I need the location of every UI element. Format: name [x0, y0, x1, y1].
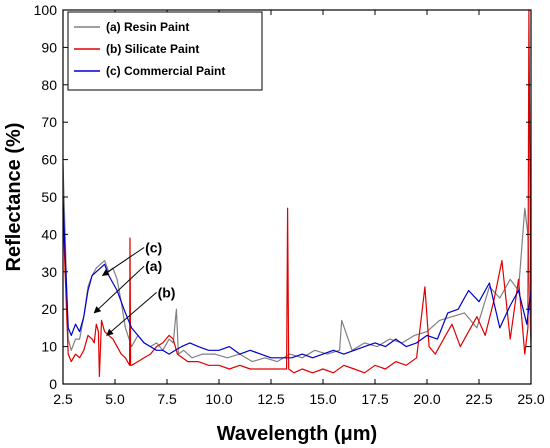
y-tick-label: 60 — [41, 152, 57, 168]
annotation-arrow — [101, 247, 145, 276]
y-tick-label: 40 — [41, 226, 57, 242]
x-axis-title: Wavelength (μm) — [217, 423, 377, 445]
legend: (a) Resin Paint (b) Silicate Paint (c) Com… — [67, 11, 263, 91]
y-tick-label: 80 — [41, 77, 57, 93]
x-tick-label: 2.5 — [53, 391, 73, 407]
y-tick-label: 0 — [49, 376, 57, 392]
legend-label: (b) Silicate Paint — [106, 42, 199, 56]
annotation-label: (c) — [145, 239, 162, 255]
x-tick-label: 22.5 — [465, 391, 492, 407]
series-line-2 — [62, 196, 532, 359]
axis-ticks: 2.5 5.0 7.5 10.0 12.5 15.0 17.5 20.0 22.5 25.0 0 10… — [34, 2, 545, 407]
annotation-arrow — [93, 265, 145, 314]
legend-label: (c) Commercial Paint — [106, 64, 225, 78]
y-tick-label: 70 — [41, 114, 57, 130]
x-tick-label: 25.0 — [517, 391, 544, 407]
annotation-arrow — [106, 291, 157, 336]
annotations: (c) (a) (b) — [93, 239, 176, 336]
x-tick-label: 7.5 — [157, 391, 177, 407]
series-line-1 — [62, 9, 532, 378]
x-tick-label: 15.0 — [309, 391, 336, 407]
legend-label: (a) Resin Paint — [106, 20, 189, 34]
x-tick-label: 17.5 — [361, 391, 388, 407]
annotation-label: (a) — [145, 258, 162, 274]
y-tick-label: 100 — [34, 2, 58, 18]
x-tick-label: 5.0 — [105, 391, 125, 407]
x-tick-label: 12.5 — [257, 391, 284, 407]
series-layer — [62, 9, 532, 378]
x-tick-label: 10.0 — [205, 391, 232, 407]
y-tick-label: 30 — [41, 264, 57, 280]
y-tick-label: 10 — [41, 339, 57, 355]
y-tick-label: 20 — [41, 301, 57, 317]
y-tick-label: 50 — [41, 189, 57, 205]
legend-box — [67, 11, 263, 91]
y-axis-title: Reflectance (%) — [3, 123, 25, 272]
x-tick-label: 20.0 — [413, 391, 440, 407]
annotation-label: (b) — [158, 284, 176, 300]
series-line-0 — [62, 163, 532, 363]
y-tick-label: 90 — [41, 39, 57, 55]
